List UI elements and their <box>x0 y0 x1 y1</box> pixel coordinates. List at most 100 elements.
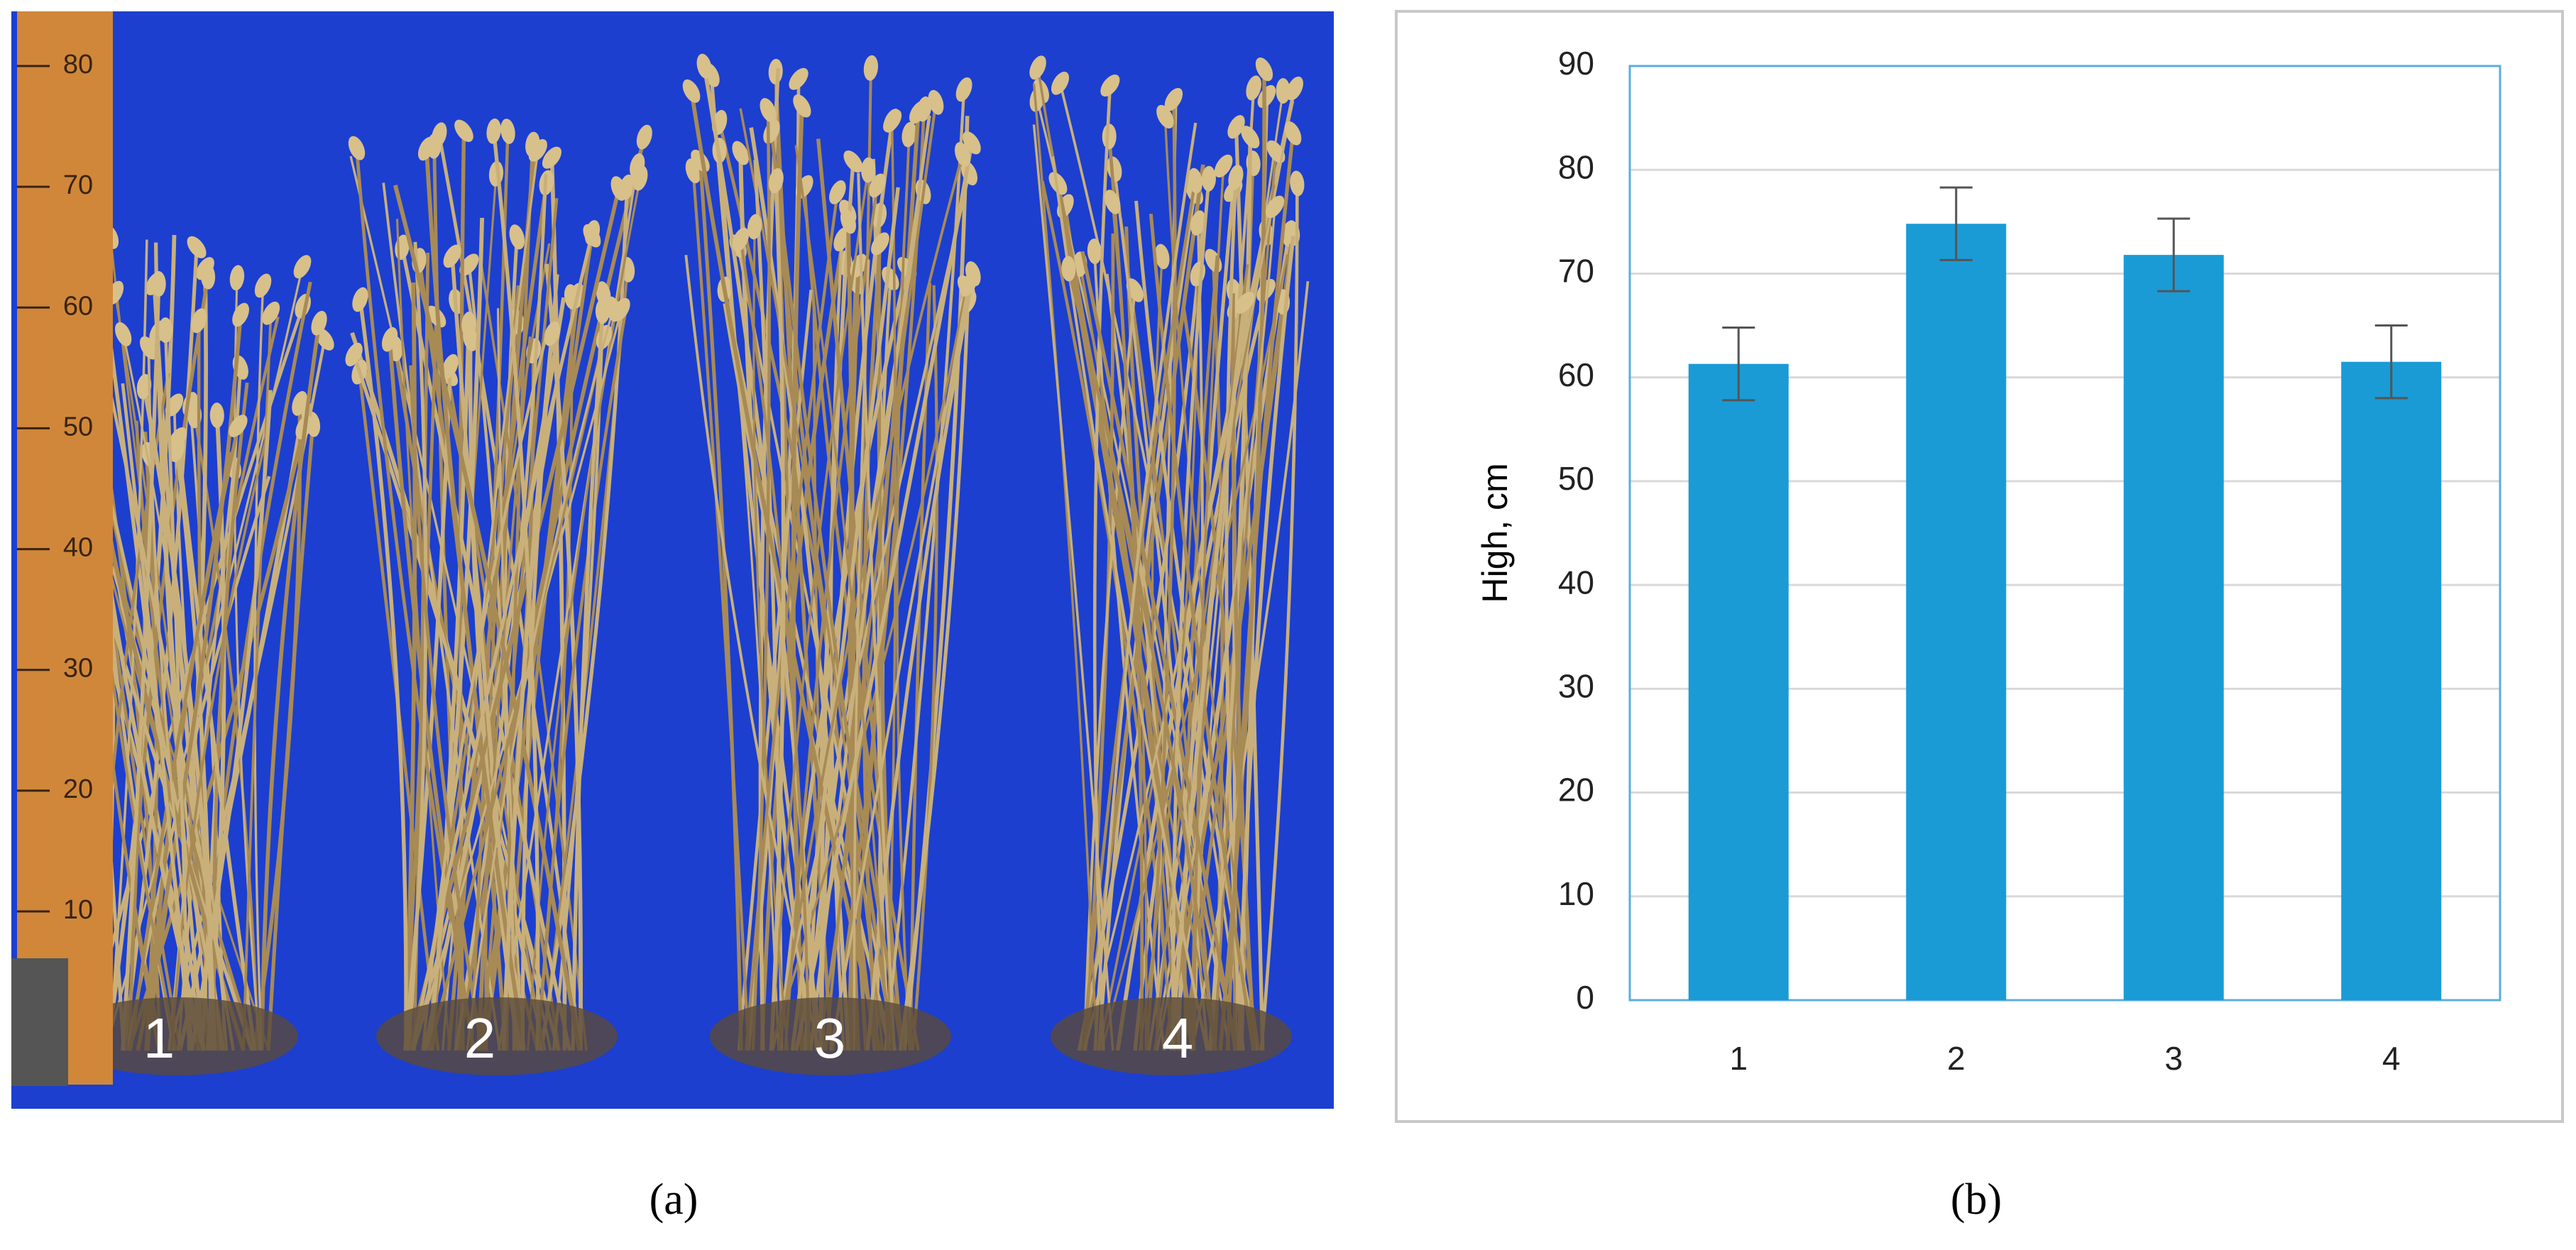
plant-label: 2 <box>464 1007 496 1070</box>
spikelet <box>486 118 501 144</box>
spikelet <box>1265 195 1285 219</box>
spikelet <box>169 437 185 462</box>
spikelet <box>528 138 547 162</box>
ruler-number: 10 <box>63 895 93 925</box>
stem <box>1083 290 1136 1051</box>
spikelet <box>348 136 366 160</box>
spikelet <box>954 142 971 167</box>
spikelet <box>747 214 762 240</box>
ruler-number: 20 <box>63 774 93 804</box>
stem <box>698 160 743 1051</box>
spikelet <box>760 98 777 123</box>
spikelet <box>1188 168 1202 194</box>
stem <box>1259 183 1299 1051</box>
spikelet <box>191 308 207 334</box>
stem <box>1083 88 1296 1051</box>
stem <box>769 180 786 1051</box>
stem <box>1092 251 1166 1051</box>
spikelet <box>1286 76 1303 101</box>
spikelet <box>610 176 627 201</box>
caption-a: (a) <box>650 1175 698 1224</box>
stem <box>1119 217 1215 1051</box>
spikelet <box>1154 243 1170 270</box>
stem <box>911 285 938 1051</box>
stem <box>784 185 879 1051</box>
stem <box>1163 116 1261 1051</box>
spikelet <box>352 287 368 312</box>
spikelet <box>293 255 312 279</box>
spikelet <box>1029 55 1046 80</box>
spikelet <box>1228 165 1244 190</box>
error-bar <box>2157 217 2191 292</box>
stem <box>497 308 525 1051</box>
stem <box>190 390 273 1051</box>
stem <box>758 68 781 1051</box>
spikelet <box>254 273 272 298</box>
spikelet <box>1051 71 1070 95</box>
spikelet <box>311 310 327 336</box>
y-tick-label: 40 <box>1558 564 1594 601</box>
spikelet <box>229 265 245 291</box>
spikelet <box>345 342 363 367</box>
y-tick-label: 20 <box>1558 772 1594 808</box>
bar <box>2123 255 2224 1000</box>
bar <box>1688 363 1789 1000</box>
stem <box>1193 165 1225 1051</box>
stem <box>121 383 192 1051</box>
stem <box>481 198 559 1051</box>
spikelet <box>1290 170 1305 197</box>
spikelet <box>1156 104 1174 129</box>
stem <box>1225 133 1295 1051</box>
spikelet <box>840 209 856 234</box>
stem <box>406 241 428 1051</box>
stem <box>1190 281 1310 1051</box>
x-tick-label: 4 <box>2382 1040 2401 1077</box>
y-tick-label: 30 <box>1558 667 1594 704</box>
plot-area-border <box>1628 65 2501 1002</box>
spikelet <box>883 109 901 133</box>
roots <box>1051 997 1292 1075</box>
spikelet <box>916 96 932 122</box>
x-tick-label: 2 <box>1947 1040 1966 1077</box>
spikelet <box>869 173 886 198</box>
spikelet <box>1234 292 1255 314</box>
stem <box>571 311 605 1051</box>
stem <box>1093 122 1197 1051</box>
ruler-number: 40 <box>63 533 93 563</box>
stem <box>1169 302 1247 1051</box>
spikelet <box>955 77 972 102</box>
stem <box>147 348 204 1051</box>
stem <box>886 120 897 1051</box>
stem <box>1149 214 1256 1051</box>
spikelet <box>1284 121 1302 146</box>
stem <box>153 242 206 1051</box>
stem <box>824 102 938 1051</box>
spikelet <box>861 157 876 183</box>
ruler-number: 80 <box>63 50 93 80</box>
stem <box>424 148 527 1051</box>
spikelet <box>1201 165 1216 192</box>
y-axis-label: High, cm <box>1475 463 1515 603</box>
stem <box>865 273 975 1051</box>
ruler-number: 70 <box>63 170 93 200</box>
y-tick-label: 90 <box>1558 45 1594 82</box>
stem <box>1032 124 1114 1051</box>
plant-label: 4 <box>1162 1007 1194 1070</box>
roots <box>710 997 951 1075</box>
spikelet <box>1257 84 1276 109</box>
stem <box>163 330 191 1051</box>
stem <box>1214 151 1278 1051</box>
spikelet <box>115 322 132 346</box>
spikelet <box>1048 172 1068 195</box>
spikelet <box>1100 75 1120 97</box>
x-tick-label: 1 <box>1729 1040 1748 1077</box>
spikelet <box>584 220 601 246</box>
stem <box>1111 202 1148 1051</box>
stem <box>501 333 554 1051</box>
stem <box>466 309 615 1051</box>
stem <box>1056 182 1195 1051</box>
stem <box>242 313 273 1051</box>
stem <box>691 170 750 1051</box>
